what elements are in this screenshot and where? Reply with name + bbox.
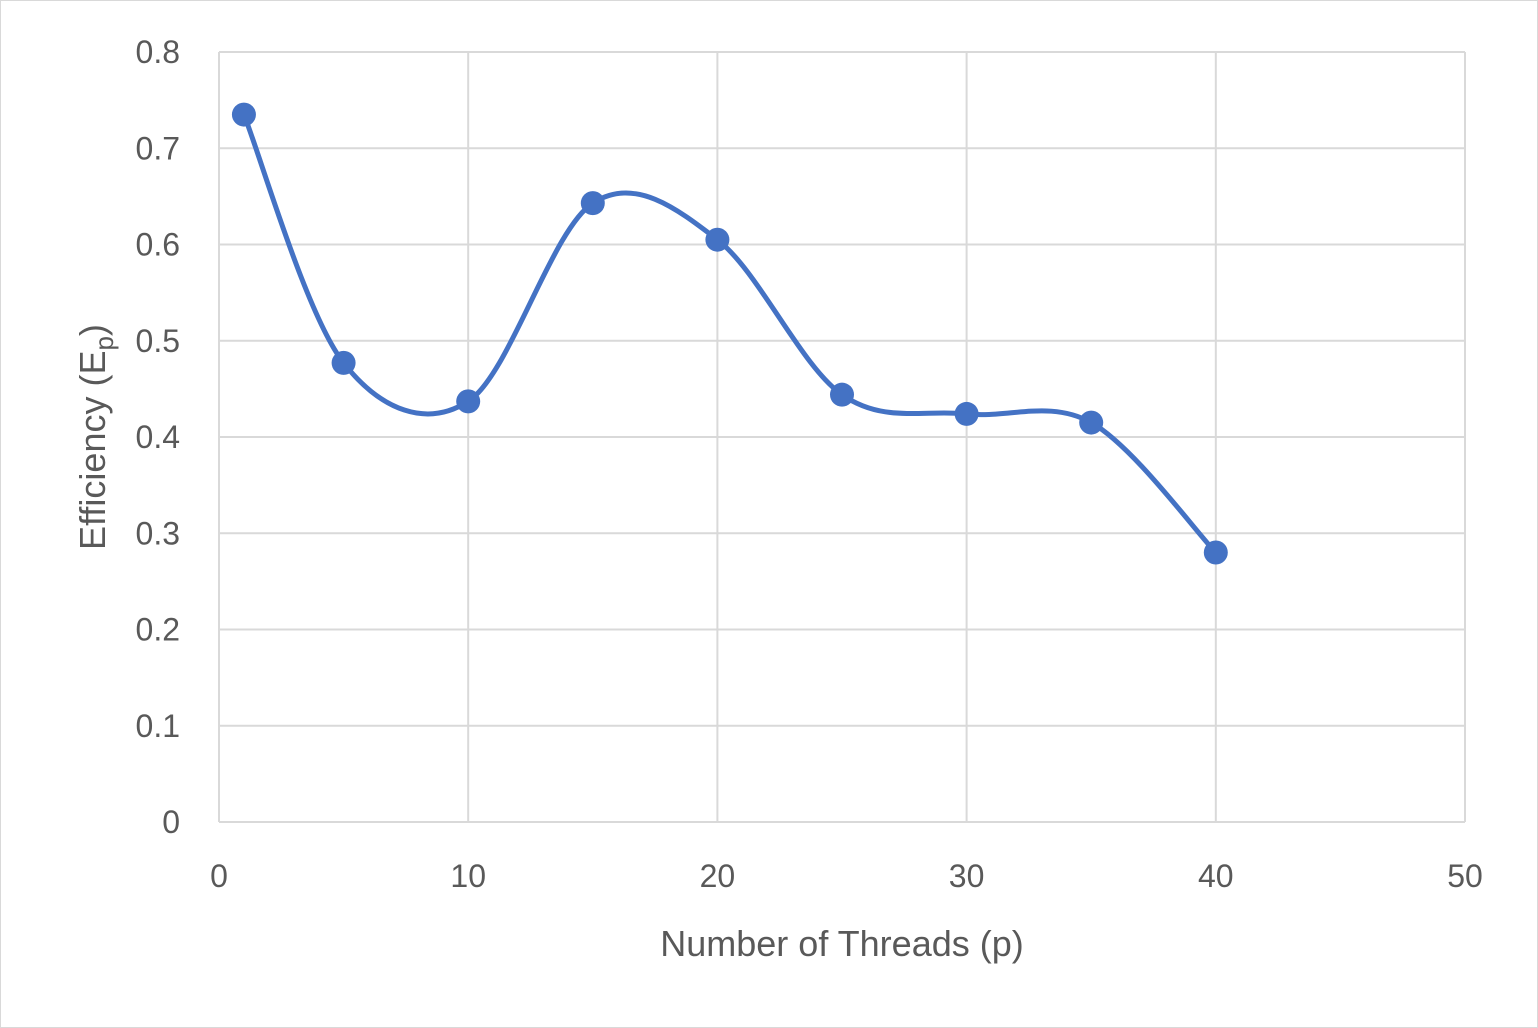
y-tick-label: 0.8 <box>136 34 180 70</box>
data-point <box>954 401 979 426</box>
data-point <box>830 382 854 407</box>
y-tick-label: 0 <box>162 804 180 840</box>
y-tick-label: 0.1 <box>136 708 180 744</box>
x-tick-label: 20 <box>700 858 736 894</box>
data-point <box>705 227 730 252</box>
y-tick-label: 0.4 <box>136 419 180 455</box>
series-line <box>241 112 1219 555</box>
data-point <box>1079 410 1104 435</box>
y-axis-title-close: ) <box>72 324 113 336</box>
x-tick-labels: 0 10 20 30 40 50 <box>210 858 1483 894</box>
y-tick-label: 0.5 <box>136 323 180 359</box>
x-tick-label: 40 <box>1198 858 1234 894</box>
x-tick-label: 30 <box>949 858 985 894</box>
x-tick-label: 0 <box>210 858 228 894</box>
y-axis-title-main: Efficiency (E <box>72 351 113 550</box>
data-point <box>1203 540 1228 565</box>
y-tick-label: 0.6 <box>136 227 180 263</box>
x-tick-label: 10 <box>450 858 486 894</box>
data-points <box>231 102 1228 565</box>
y-axis-title: Efficiency (Ep) <box>72 324 119 550</box>
y-axis-title-subscript: p <box>89 336 119 350</box>
grid-lines <box>218 51 1466 823</box>
y-tick-label: 0.3 <box>136 515 180 551</box>
data-point <box>456 389 481 414</box>
x-axis-title: Number of Threads (p) <box>660 923 1023 964</box>
y-tick-label: 0.7 <box>136 130 180 166</box>
data-point <box>331 350 356 375</box>
x-tick-label: 50 <box>1447 858 1483 894</box>
data-point <box>231 102 256 127</box>
y-tick-label: 0.2 <box>136 612 180 648</box>
y-tick-labels: 0 0.1 0.2 0.3 0.4 0.5 0.6 0.7 0.8 <box>136 34 180 840</box>
data-point <box>580 191 605 216</box>
